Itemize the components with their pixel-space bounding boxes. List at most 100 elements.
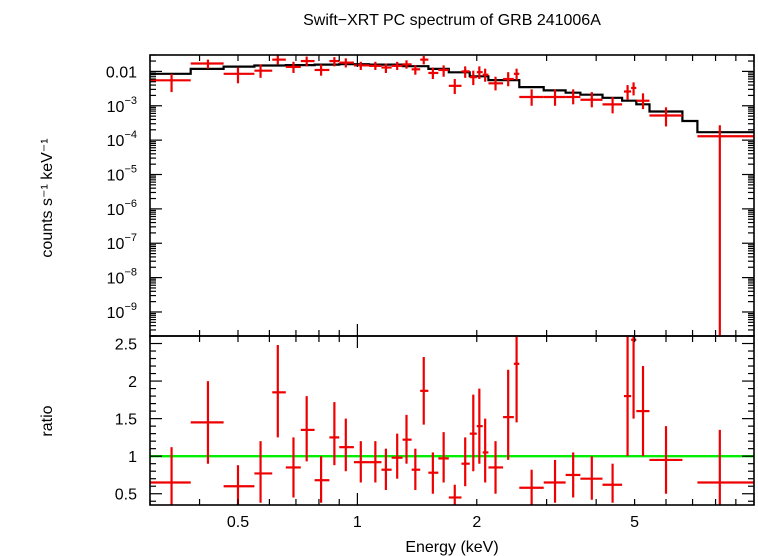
data-point: [503, 72, 514, 87]
ratio-panel: 0.5 1 1.5 2 2.5 0.5 1 2 5 ratio Energy (keV): [39, 335, 755, 556]
y-tick-label: 0.5: [115, 487, 137, 504]
data-point: [428, 67, 439, 80]
data-point: [636, 93, 650, 110]
data-point: [580, 92, 603, 108]
data-point: [461, 66, 470, 78]
data-point: [314, 64, 330, 76]
y-tick-label: 10−8: [107, 267, 137, 288]
data-point: [285, 61, 301, 73]
data-point: [329, 57, 340, 67]
ratio-point: [448, 484, 462, 505]
y-axis-label-ratio: ratio: [39, 405, 56, 436]
data-point: [649, 107, 683, 127]
ratio-point: [602, 463, 623, 503]
x-tick-label: 0.5: [227, 514, 249, 531]
data-point: [369, 61, 382, 70]
data-point: [438, 65, 449, 77]
data-point: [543, 89, 566, 106]
ratio-point: [623, 336, 632, 457]
ratio-axes: 0.5 1 1.5 2 2.5 0.5 1 2 5: [115, 335, 755, 531]
data-point: [353, 61, 370, 70]
ratio-point: [190, 381, 224, 464]
y-tick-label: 1.5: [115, 412, 137, 429]
data-point: [381, 63, 392, 73]
y-tick-label: 10−4: [107, 129, 137, 150]
y-tick-label: 0.01: [106, 64, 137, 81]
data-point: [488, 76, 504, 91]
data-point: [448, 79, 462, 94]
ratio-point: [369, 441, 382, 483]
y-tick-label: 10−7: [107, 232, 137, 253]
data-point: [190, 59, 224, 69]
y-tick-label: 10−3: [107, 95, 137, 116]
ratio-point: [353, 441, 370, 483]
ratio-point: [438, 432, 449, 483]
ratio-point: [339, 418, 354, 472]
ratio-point: [461, 437, 470, 487]
ratio-point: [300, 396, 315, 462]
ratio-point: [649, 426, 683, 494]
data-point: [513, 68, 520, 81]
x-tick-label: 5: [630, 514, 639, 531]
spectrum-frame: [149, 54, 755, 337]
ratio-points: [150, 336, 754, 505]
ratio-point: [565, 452, 581, 498]
data-point: [482, 68, 489, 82]
ratio-point: [402, 414, 412, 464]
ratio-point: [391, 433, 403, 479]
ratio-point: [272, 345, 286, 438]
ratio-point: [636, 366, 650, 457]
data-point: [254, 64, 273, 78]
ratio-frame: [149, 335, 755, 506]
y-tick-label: 10−5: [107, 164, 137, 185]
data-point: [602, 96, 623, 114]
data-points: [150, 55, 754, 336]
ratio-point: [329, 402, 340, 466]
ratio-point: [428, 452, 439, 494]
ratio-point: [543, 459, 566, 503]
data-point: [565, 89, 581, 105]
data-point: [420, 56, 429, 65]
y-tick-label: 10−9: [107, 301, 137, 322]
x-tick-label: 1: [353, 514, 362, 531]
x-tick-label: 2: [472, 514, 481, 531]
y-tick-label: 2: [128, 374, 137, 391]
ratio-point: [503, 369, 514, 460]
ratio-point: [150, 447, 191, 505]
ratio-point: [223, 465, 255, 505]
ratio-point: [285, 437, 301, 498]
data-point: [631, 82, 637, 96]
data-point: [339, 58, 354, 68]
data-point: [223, 67, 255, 84]
ratio-point: [314, 456, 330, 503]
x-axis-label: Energy (keV): [405, 539, 498, 556]
y-tick-label: 2.5: [115, 337, 137, 354]
data-point: [476, 66, 483, 80]
data-point: [411, 65, 421, 75]
ratio-point: [482, 418, 489, 483]
data-point: [391, 61, 403, 70]
spectrum-panel: 0.01 10−3 10−4 10−5 10−6 10−7 10−8 10−9 counts …: [39, 54, 755, 337]
data-point: [697, 125, 754, 336]
data-point: [623, 85, 632, 100]
ratio-point: [519, 469, 544, 505]
ratio-point: [476, 388, 483, 464]
chart-title: Swift−XRT PC spectrum of GRB 241006A: [303, 12, 601, 29]
ratio-point: [631, 336, 637, 419]
ratio-point: [513, 336, 520, 423]
ratio-point: [254, 441, 273, 503]
y-tick-label: 10−6: [107, 198, 137, 219]
data-point: [150, 73, 191, 93]
spectrum-axes: 0.01 10−3 10−4 10−5 10−6 10−7 10−8 10−9: [106, 54, 755, 337]
ratio-point: [469, 394, 477, 472]
ratio-point: [411, 448, 421, 490]
ratio-point: [488, 441, 504, 494]
data-point: [519, 89, 544, 106]
y-axis-label-spectrum: counts s⁻¹ keV⁻¹: [39, 138, 56, 257]
data-point: [402, 60, 412, 69]
y-tick-label: 1: [128, 449, 137, 466]
ratio-point: [697, 429, 754, 505]
data-point: [300, 56, 315, 67]
ratio-point: [381, 448, 392, 490]
